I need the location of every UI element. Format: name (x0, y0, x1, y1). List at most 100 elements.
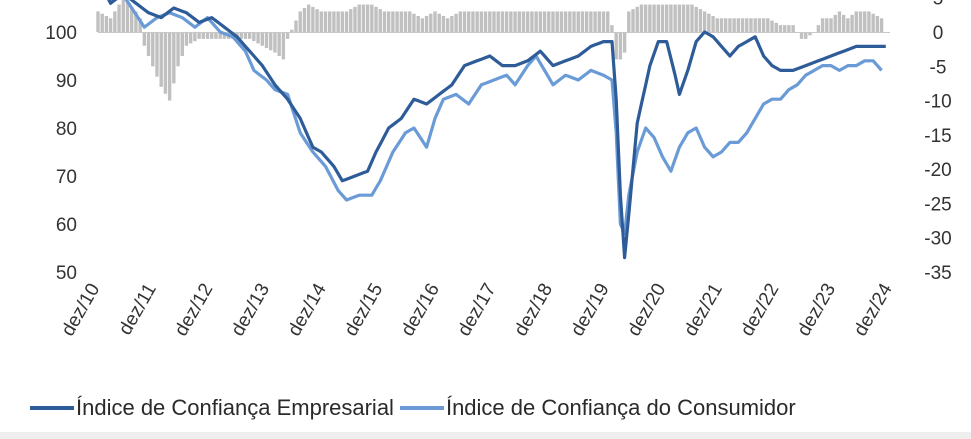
gap-bar (475, 11, 479, 32)
gap-bar (243, 32, 248, 39)
gap-bar (542, 11, 547, 32)
gap-bar (606, 11, 610, 32)
gap-bar (534, 11, 538, 32)
gap-bar (580, 11, 585, 32)
gap-bar (850, 14, 854, 32)
gap-bar (113, 11, 117, 32)
gap-bar (294, 20, 298, 32)
gap-bar (820, 18, 825, 32)
x-tick-label: dez/10 (58, 280, 105, 340)
gap-bar (467, 11, 471, 32)
legend-item-business: Índice de Confiança Empresarial (30, 395, 394, 421)
right-tick-label: 5 (933, 0, 944, 10)
gap-bar (433, 11, 437, 32)
right-tick-label: -5 (930, 57, 947, 78)
gap-bar (568, 11, 572, 32)
gap-bar (745, 18, 749, 32)
gap-bar (454, 13, 458, 32)
x-tick-label: dez/21 (680, 280, 727, 340)
gap-bar (787, 25, 791, 32)
gap-bar (399, 11, 404, 32)
x-tick-label: dez/23 (793, 280, 840, 340)
x-axis-labels: dez/10 dez/11 dez/12 dez/13 dez/14 dez/15 dez/… (58, 280, 897, 340)
gap-bar (690, 4, 694, 32)
gap-bar (104, 16, 109, 32)
gap-bar (774, 22, 778, 32)
gap-bar (631, 9, 635, 32)
gap-bar (875, 16, 880, 32)
gap-bar (96, 11, 100, 32)
gap-bar (597, 11, 602, 32)
gap-bar (686, 4, 690, 32)
right-tick-label: 0 (933, 23, 944, 44)
gap-bar (719, 18, 724, 32)
gap-bar (479, 11, 484, 32)
x-tick-label: dez/15 (341, 280, 388, 340)
gap-bar (538, 11, 543, 32)
gap-bar (197, 32, 201, 39)
gap-bar (610, 25, 614, 32)
gap-bar (205, 32, 210, 39)
gap-bar (239, 32, 243, 39)
legend-item-consumer: Índice de Confiança do Consumidor (399, 395, 796, 421)
gap-bar (761, 18, 766, 32)
gap-bar (555, 11, 559, 32)
gap-bar (694, 6, 698, 33)
gap-bar (172, 32, 176, 84)
legend-label-consumer: Índice de Confiança do Consumidor (445, 395, 796, 420)
legend-swatch-consumer (399, 406, 444, 410)
right-axis-labels: -35 -30 -25 -20 -15 -10 -5 0 5 (924, 0, 951, 284)
x-tick-label: dez/13 (227, 280, 274, 340)
left-tick-label: 70 (56, 167, 77, 188)
gap-bar (420, 18, 425, 32)
gap-bar (526, 11, 530, 32)
gap-bar (509, 11, 513, 32)
gap-bar (576, 11, 580, 32)
left-tick-label: 100 (45, 23, 77, 44)
gap-bar (816, 25, 821, 32)
gap-bar (665, 4, 669, 32)
gap-bar (247, 32, 252, 39)
gap-bar (614, 32, 618, 60)
gap-bar (728, 18, 732, 32)
gap-bar (858, 11, 863, 32)
gap-bar (517, 11, 521, 32)
gap-bar (370, 4, 374, 32)
x-tick-label: dez/19 (567, 280, 614, 340)
gap-bar (298, 11, 302, 32)
gap-bar (290, 29, 294, 32)
gap-bar (285, 32, 290, 39)
gap-bar (378, 9, 382, 32)
gap-bar (344, 11, 349, 32)
gap-bar (521, 11, 526, 32)
gap-bar (361, 4, 366, 32)
gap-bar (412, 13, 416, 32)
right-tick-label: -25 (924, 194, 951, 215)
gap-bar (193, 32, 197, 42)
gap-bar (108, 18, 113, 32)
x-tick-label: dez/12 (171, 280, 218, 340)
gap-bar (627, 11, 631, 32)
x-tick-label: dez/14 (284, 280, 331, 340)
gap-bar (766, 18, 770, 32)
gap-bar (462, 11, 467, 32)
gap-bar (315, 9, 319, 32)
gap-bar (673, 4, 677, 32)
gap-bar (130, 6, 134, 33)
gap-bar (551, 11, 555, 32)
gap-bar (846, 18, 850, 32)
gap-bar (121, 0, 125, 32)
gap-bar (252, 32, 256, 42)
gap-bar (184, 32, 189, 46)
gap-bar (563, 11, 568, 32)
gap-bar (572, 11, 576, 32)
gap-bar (424, 16, 429, 32)
gap-bar (808, 32, 812, 36)
gap-bar (142, 32, 147, 46)
gap-bar (732, 18, 736, 32)
gap-bar (530, 11, 534, 32)
gap-bar (336, 11, 340, 32)
x-tick-label: dez/17 (454, 280, 501, 340)
gap-bar (837, 11, 842, 32)
